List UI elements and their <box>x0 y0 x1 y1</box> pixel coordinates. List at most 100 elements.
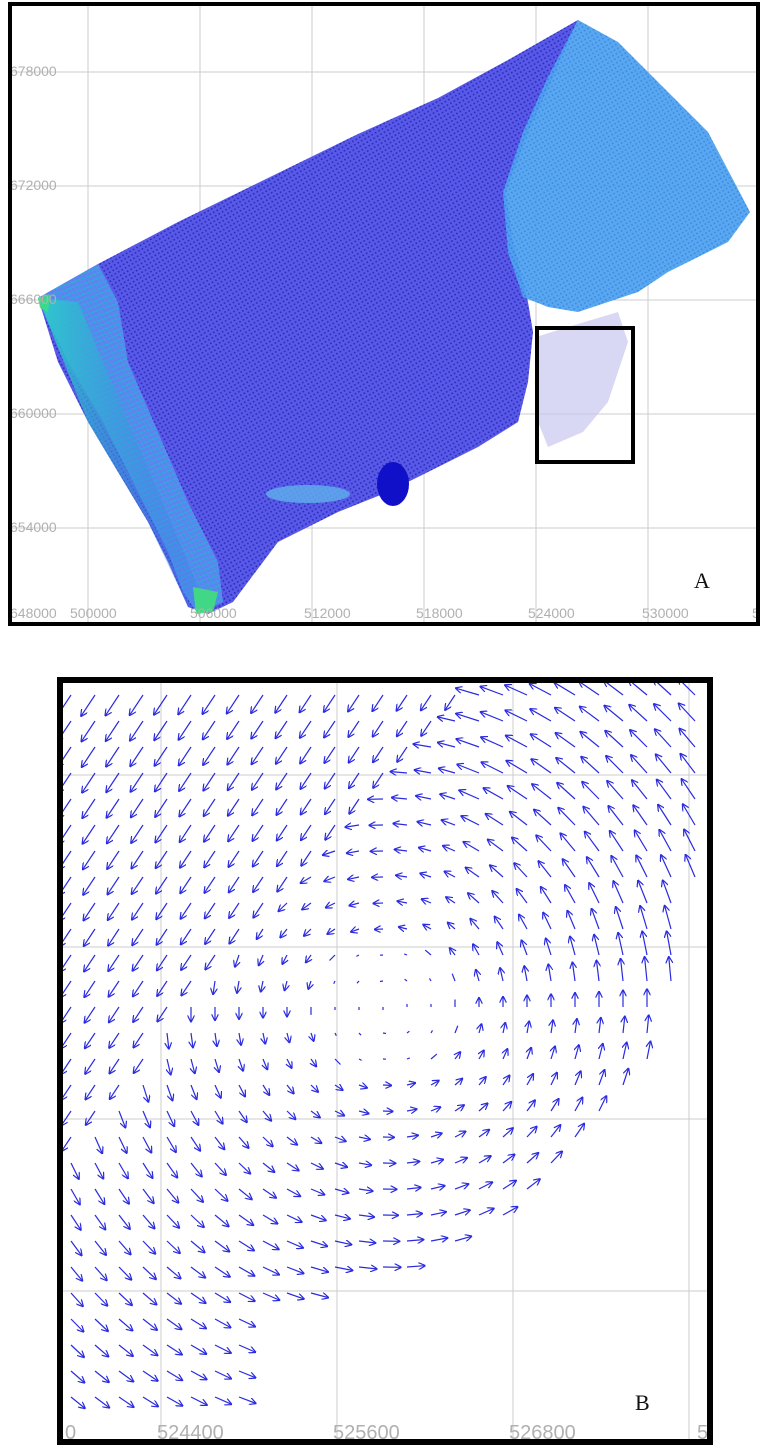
y-tick-label: 678000 <box>10 63 57 79</box>
current-vector-arrow <box>228 746 240 764</box>
current-vector-arrow <box>325 824 336 840</box>
current-vector-arrow <box>640 906 648 930</box>
current-vector-arrow <box>70 1162 79 1179</box>
current-vector-arrow <box>286 1188 300 1196</box>
current-vector-arrow <box>454 1079 462 1085</box>
current-vector-arrow <box>642 932 648 956</box>
current-vector-arrow <box>451 973 456 982</box>
current-vector-arrow <box>181 902 192 919</box>
current-vector-arrow <box>82 720 96 741</box>
current-vector-arrow <box>543 913 552 930</box>
current-vector-arrow <box>609 806 624 826</box>
current-vector-arrow <box>118 1266 131 1280</box>
x-tick-label: 530000 <box>642 605 689 621</box>
current-vector-arrow <box>166 1084 172 1100</box>
current-vector-arrow <box>94 1136 102 1153</box>
panel-a-label: A <box>694 568 710 593</box>
current-vector-arrow <box>468 893 480 904</box>
current-vector-arrow <box>502 1155 514 1164</box>
current-vector-arrow <box>259 954 263 965</box>
current-vector-arrow <box>406 1240 423 1241</box>
current-vector-arrow <box>334 1111 344 1116</box>
current-vector-arrow <box>555 708 576 722</box>
current-vector-arrow <box>478 1156 491 1164</box>
current-vector-arrow <box>443 846 456 851</box>
current-vector-arrow <box>70 1188 80 1204</box>
current-vector-arrow <box>454 1158 467 1163</box>
current-vector-arrow <box>527 1048 531 1060</box>
current-vector-arrow <box>263 1058 267 1069</box>
current-vector-arrow <box>252 772 264 790</box>
current-vector-arrow <box>325 877 336 881</box>
overview-y-tick-labels: 678000 672000 666000 660000 654000 648000 <box>10 63 57 621</box>
current-vector-arrow <box>522 941 528 956</box>
current-vector-arrow <box>106 720 120 741</box>
current-vector-arrow <box>454 1025 459 1034</box>
current-vector-arrow <box>133 1006 144 1022</box>
current-vector-arrow <box>310 1240 327 1246</box>
current-vector-arrow <box>142 1136 151 1152</box>
current-vector-arrow <box>238 1240 254 1250</box>
current-vector-arrow <box>421 720 432 736</box>
current-vector-arrow <box>462 816 480 826</box>
current-vector-arrow <box>584 807 600 826</box>
current-vector-arrow <box>373 772 384 788</box>
current-vector-arrow <box>108 876 120 894</box>
current-vector-arrow <box>235 954 239 967</box>
current-vector-arrow <box>156 902 168 919</box>
current-vector-arrow <box>262 1110 271 1121</box>
current-vector-arrow <box>510 812 528 826</box>
current-vector-arrow <box>428 978 432 982</box>
current-vector-arrow <box>310 1110 320 1117</box>
current-vector-arrow <box>301 824 312 840</box>
current-vector-arrow <box>142 1110 150 1127</box>
current-vector-arrow <box>70 1214 81 1230</box>
current-vector-arrow <box>430 1186 444 1189</box>
current-vector-arrow <box>156 850 168 868</box>
y-tick-label: 672000 <box>10 177 57 193</box>
current-vector-arrow <box>166 1240 180 1253</box>
current-vector-arrow <box>62 1110 72 1125</box>
current-vector-arrow <box>349 720 360 737</box>
current-vector-arrow <box>214 1240 229 1251</box>
current-vector-arrow <box>686 855 696 878</box>
current-vector-arrow <box>285 980 287 990</box>
current-vector-arrow <box>203 694 216 714</box>
current-vector-arrow <box>213 980 215 994</box>
current-vector-arrow <box>379 980 384 983</box>
current-vector-arrow <box>599 1044 603 1060</box>
current-vector-arrow <box>647 1016 649 1034</box>
current-vector-arrow <box>406 1214 422 1215</box>
current-vector-arrow <box>550 1125 560 1138</box>
current-vector-arrow <box>251 694 264 713</box>
current-vector-arrow <box>190 1370 206 1379</box>
current-vector-arrow <box>466 868 480 878</box>
current-vector-arrow <box>497 943 504 956</box>
current-vector-arrow <box>62 1136 72 1151</box>
current-vector-arrow <box>358 1085 367 1088</box>
current-vector-arrow <box>358 1163 371 1165</box>
current-vector-arrow <box>155 772 168 791</box>
current-vector-arrow <box>238 1292 255 1301</box>
current-vector-arrow <box>334 1241 351 1245</box>
current-vector-arrow <box>238 1396 255 1403</box>
current-vector-arrow <box>70 1344 84 1357</box>
current-vector-arrow <box>479 1051 484 1060</box>
current-vector-arrow <box>446 897 456 903</box>
current-vector-arrow <box>551 1021 553 1034</box>
current-vector-arrow <box>86 1084 96 1099</box>
current-vector-arrow <box>214 1110 223 1123</box>
current-vector-arrow <box>524 966 527 982</box>
current-vector-arrow <box>415 770 432 773</box>
current-vector-arrow <box>214 1162 226 1175</box>
current-vector-arrow <box>587 857 600 878</box>
current-vector-arrow <box>456 714 480 722</box>
current-vector-arrow <box>526 1127 537 1138</box>
current-vector-arrow <box>326 903 336 908</box>
current-vector-arrow <box>257 928 264 939</box>
current-vector-arrow <box>306 954 311 962</box>
current-vector-arrow <box>397 746 408 762</box>
current-vector-arrow <box>430 1160 443 1163</box>
current-vector-arrow <box>618 933 624 956</box>
current-vector-arrow <box>473 945 480 956</box>
